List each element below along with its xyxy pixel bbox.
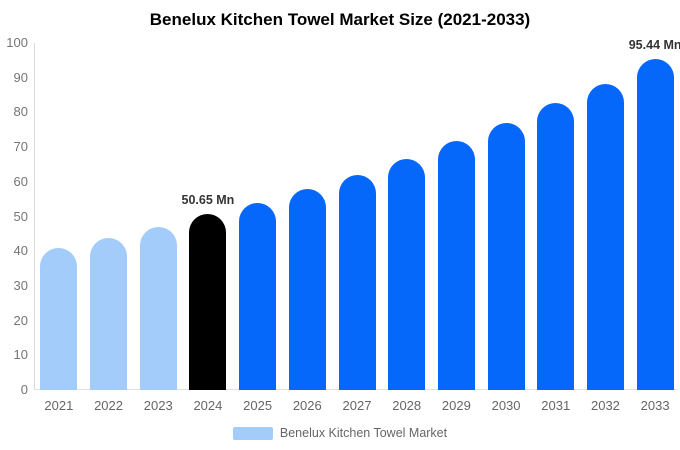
x-axis-tick-label: 2025 xyxy=(243,398,273,413)
legend-label: Benelux Kitchen Towel Market xyxy=(279,426,448,440)
x-axis-tick-label: 2024 xyxy=(193,398,223,413)
y-axis-tick-label: 30 xyxy=(13,277,28,293)
x-axis-tick-label: 2022 xyxy=(94,398,123,413)
y-axis-tick-label: 90 xyxy=(13,69,28,85)
x-axis-tick-label: 2023 xyxy=(143,398,173,413)
x-axis-tick-label: 2021 xyxy=(44,398,74,413)
x-axis-tick-label: 2028 xyxy=(392,398,422,413)
bar-2033[interactable] xyxy=(636,58,674,390)
bar-2023[interactable] xyxy=(139,226,177,390)
y-axis-tick-label: 10 xyxy=(13,347,28,363)
bar-2026[interactable] xyxy=(288,188,326,390)
bar-2030[interactable] xyxy=(487,122,525,390)
y-axis-tick-label: 100 xyxy=(6,35,28,50)
bar-2024[interactable] xyxy=(189,214,227,390)
x-axis-tick-label: 2031 xyxy=(541,398,571,413)
y-axis-tick-label: 0 xyxy=(20,382,28,397)
bar-2025[interactable] xyxy=(239,202,277,390)
bar-value-label-2024: 50.65 Mn xyxy=(181,193,235,208)
bar-2028[interactable] xyxy=(388,158,426,390)
x-axis-tick-label: 2033 xyxy=(640,398,670,413)
x-axis-tick-label: 2027 xyxy=(342,398,372,413)
x-axis-tick-label: 2030 xyxy=(491,398,521,413)
bar-2029[interactable] xyxy=(437,140,475,390)
chart-title: Benelux Kitchen Towel Market Size (2021-… xyxy=(149,10,531,29)
bar-2032[interactable] xyxy=(586,83,624,390)
y-axis-tick-label: 80 xyxy=(13,104,28,120)
x-axis-tick-label: 2032 xyxy=(590,398,620,413)
legend-item[interactable]: Benelux Kitchen Towel Market xyxy=(0,426,680,440)
x-axis-tick-label: 2026 xyxy=(292,398,322,413)
bar-2027[interactable] xyxy=(338,174,376,390)
y-axis-tick-label: 50 xyxy=(13,208,28,224)
bar-2022[interactable] xyxy=(90,238,128,390)
y-axis-tick-label: 20 xyxy=(13,312,28,328)
legend-swatch xyxy=(232,426,273,440)
y-axis-tick-label: 60 xyxy=(13,173,28,189)
y-axis-tick-label: 70 xyxy=(13,139,28,155)
bar-value-label-2033: 95.44 Mn xyxy=(628,37,680,52)
y-axis-tick-label: 40 xyxy=(13,243,28,259)
y-axis-line xyxy=(34,43,35,390)
bar-2021[interactable] xyxy=(40,248,78,390)
bar-2031[interactable] xyxy=(537,103,575,390)
x-axis-tick-label: 2029 xyxy=(441,398,471,413)
